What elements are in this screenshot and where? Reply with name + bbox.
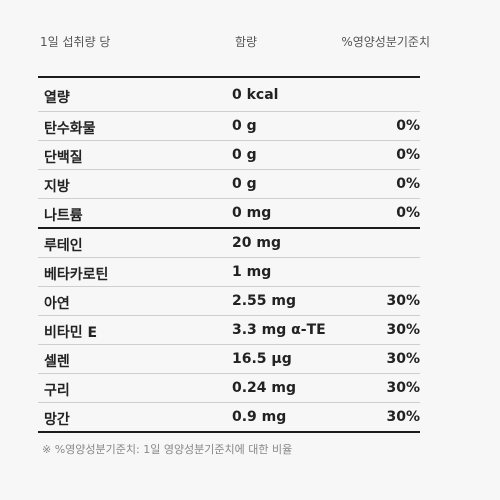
nutrient-amount: 16.5 μg: [232, 351, 292, 367]
nutrient-amount: 3.3 mg α-TE: [232, 322, 326, 338]
nutrient-dv: 30%: [386, 322, 420, 338]
nutrient-amount: 0 mg: [232, 205, 272, 221]
nutrient-dv: 30%: [386, 293, 420, 309]
header-serving: 1일 섭취량 당: [40, 35, 111, 49]
footnote: ※ %영양성분기준치: 1일 영양성분기준치에 대한 비율: [42, 443, 293, 456]
nutrient-amount: 0 g: [232, 176, 257, 192]
nutrient-amount: 0.24 mg: [232, 380, 297, 396]
nutrient-name: 단백질: [44, 150, 83, 166]
nutrient-dv: 30%: [386, 351, 420, 367]
header-daily-value: %영양성분기준치: [341, 35, 430, 49]
nutrient-amount: 0 g: [232, 118, 257, 134]
nutrient-name: 열량: [44, 90, 70, 106]
table-row: 탄수화물 0 g 0%: [38, 112, 420, 141]
nutrient-name: 탄수화물: [44, 121, 96, 137]
nutrient-dv: 30%: [386, 409, 420, 425]
nutrient-name: 나트륨: [44, 208, 83, 224]
nutrient-name: 지방: [44, 179, 70, 195]
nutrient-name: 셀렌: [44, 354, 70, 370]
table-row: 망간 0.9 mg 30%: [38, 403, 420, 433]
table-row: 루테인 20 mg: [38, 229, 420, 258]
table-row: 비타민 E 3.3 mg α-TE 30%: [38, 316, 420, 345]
table-row: 구리 0.24 mg 30%: [38, 374, 420, 403]
nutrition-table: 1일 섭취량 당 함량 %영양성분기준치 열량 0 kcal 탄수화물 0 g …: [38, 0, 430, 433]
table-row-calories: 열량 0 kcal: [38, 78, 420, 112]
nutrient-dv: 0%: [396, 118, 420, 134]
table-row: 셀렌 16.5 μg 30%: [38, 345, 420, 374]
nutrient-dv: 0%: [396, 176, 420, 192]
table-row: 베타카로틴 1 mg: [38, 258, 420, 287]
table-row: 아연 2.55 mg 30%: [38, 287, 420, 316]
nutrient-dv: 0%: [396, 205, 420, 221]
table-row: 단백질 0 g 0%: [38, 141, 420, 170]
nutrient-name: 아연: [44, 296, 70, 312]
nutrient-amount: 0 g: [232, 147, 257, 163]
table-row: 지방 0 g 0%: [38, 170, 420, 199]
nutrient-amount: 1 mg: [232, 264, 272, 280]
nutrient-dv: 0%: [396, 147, 420, 163]
nutrient-name: 베타카로틴: [44, 267, 109, 283]
nutrient-amount: 0 kcal: [232, 87, 279, 103]
nutrient-name: 비타민 E: [44, 325, 98, 341]
nutrient-name: 망간: [44, 412, 70, 428]
nutrient-name: 구리: [44, 383, 70, 399]
nutrient-amount: 20 mg: [232, 235, 281, 251]
table-header: 1일 섭취량 당 함량 %영양성분기준치: [38, 0, 430, 78]
table-row: 나트륨 0 mg 0%: [38, 199, 420, 229]
nutrient-amount: 0.9 mg: [232, 409, 287, 425]
nutrient-dv: 30%: [386, 380, 420, 396]
nutrient-name: 루테인: [44, 238, 83, 254]
nutrient-amount: 2.55 mg: [232, 293, 297, 309]
header-amount: 함량: [235, 35, 258, 49]
